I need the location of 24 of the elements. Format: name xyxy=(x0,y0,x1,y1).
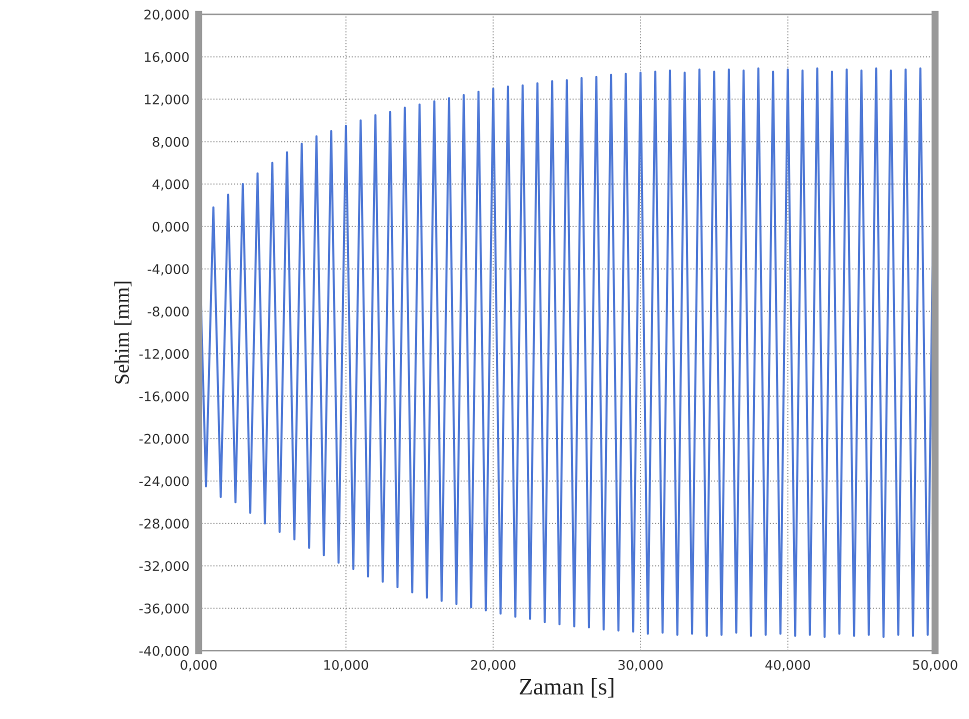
y-tick-label: -40,000 xyxy=(139,646,189,658)
y-tick-label: 4,000 xyxy=(152,179,189,191)
y-tick-label: -24,000 xyxy=(139,476,189,488)
y-tick-label: -32,000 xyxy=(139,561,189,572)
x-tick-label: 10,000 xyxy=(324,660,368,672)
x-tick-label: 40,000 xyxy=(765,660,810,672)
y-tick-label: -4,000 xyxy=(148,264,189,276)
y-tick-label: -8,000 xyxy=(148,306,189,318)
x-tick-label: 0,000 xyxy=(180,660,217,672)
y-tick-label: -12,000 xyxy=(139,348,189,360)
y-tick-label: -20,000 xyxy=(139,434,189,446)
y-tick-label: -16,000 xyxy=(139,391,189,403)
x-tick-label: 50,000 xyxy=(913,660,958,672)
y-tick-label: 12,000 xyxy=(144,94,189,106)
y-tick-label: -28,000 xyxy=(139,518,189,530)
x-axis-title: Zaman [s] xyxy=(520,678,614,698)
y-tick-label: 0,000 xyxy=(152,222,189,234)
y-tick-label: 8,000 xyxy=(152,136,189,148)
x-tick-label: 20,000 xyxy=(471,660,516,672)
y-tick-label: 20,000 xyxy=(144,10,189,21)
y-tick-label: 16,000 xyxy=(144,52,189,64)
y-axis-title: Sehim [mm] xyxy=(114,282,132,384)
x-tick-label: 30,000 xyxy=(618,660,663,672)
y-tick-label: -36,000 xyxy=(139,603,189,615)
